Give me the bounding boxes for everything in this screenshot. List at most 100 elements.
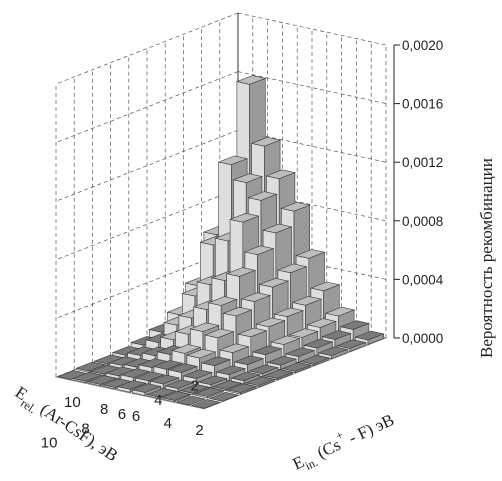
grid-line bbox=[55, 129, 239, 202]
y-tick-label: 8 bbox=[100, 401, 108, 418]
bar-top-face bbox=[237, 327, 268, 338]
grid-line bbox=[237, 12, 387, 46]
bar bbox=[245, 376, 276, 388]
bar-top-face bbox=[303, 338, 334, 349]
bar-top-face bbox=[265, 169, 296, 180]
z-axis-title: Вероятность рекомбинации bbox=[477, 158, 496, 358]
bar bbox=[193, 387, 225, 399]
bar-top-face bbox=[262, 223, 293, 234]
bar-top-face bbox=[108, 356, 139, 366]
bar-top-face bbox=[317, 346, 349, 356]
z-tick-label: 0,0012 bbox=[402, 155, 443, 170]
bar bbox=[190, 399, 221, 409]
y-tick-label: 10 bbox=[64, 394, 81, 411]
x-tick-label: 4 bbox=[154, 392, 162, 409]
bar-top-face bbox=[284, 347, 316, 357]
bar-top-face bbox=[189, 322, 220, 332]
bar-top-face bbox=[208, 391, 240, 402]
bar-top-face bbox=[123, 358, 154, 368]
bar-top-face bbox=[152, 360, 184, 370]
bar-top-face bbox=[273, 307, 304, 318]
bar-top-face bbox=[185, 348, 217, 359]
x-tick-label: 10 bbox=[41, 434, 58, 451]
bar-top-face bbox=[204, 328, 235, 339]
bars bbox=[57, 75, 385, 409]
bar-top-face bbox=[240, 292, 271, 302]
grid-line bbox=[237, 71, 387, 104]
grid-line bbox=[55, 247, 239, 319]
bar bbox=[131, 383, 162, 396]
bar bbox=[299, 355, 331, 367]
bar bbox=[317, 346, 349, 360]
bar bbox=[230, 371, 261, 385]
bar-top-face bbox=[230, 371, 261, 382]
bar-top-face bbox=[291, 296, 323, 306]
bar-top-face bbox=[288, 328, 319, 338]
bar-top-face bbox=[255, 317, 286, 328]
bar-top-face bbox=[295, 249, 326, 259]
bar-top-face bbox=[119, 368, 151, 378]
bar-top-face bbox=[245, 376, 276, 386]
bar-top-face bbox=[160, 391, 192, 401]
bar-top-face bbox=[258, 277, 290, 288]
bar-top-face bbox=[235, 75, 267, 85]
grid-line bbox=[55, 12, 239, 85]
bar-top-face bbox=[182, 369, 213, 379]
bar-top-face bbox=[226, 383, 258, 393]
bar bbox=[354, 330, 385, 345]
bar bbox=[175, 395, 207, 406]
bar-top-face bbox=[149, 374, 180, 385]
bar bbox=[226, 383, 258, 395]
bar-top-face bbox=[263, 369, 294, 379]
bar-top-face bbox=[146, 388, 177, 398]
z-tick-label: 0,0020 bbox=[402, 38, 443, 53]
bar-top-face bbox=[339, 320, 370, 330]
bar-top-face bbox=[215, 365, 246, 376]
y-tick-label: 6 bbox=[132, 408, 140, 425]
bar-top-face bbox=[250, 136, 282, 147]
bar-top-face bbox=[270, 335, 301, 345]
bar-top-face bbox=[336, 339, 367, 349]
bar-top-face bbox=[179, 384, 210, 394]
bar-top-face bbox=[251, 345, 283, 356]
bar-top-face bbox=[354, 330, 385, 341]
bar-top-face bbox=[90, 364, 121, 375]
z-tick-label: 0,0004 bbox=[402, 272, 444, 287]
bar-top-face bbox=[171, 344, 202, 354]
bar-top-face bbox=[200, 356, 232, 367]
bar-top-face bbox=[175, 395, 207, 406]
bar-top-face bbox=[105, 366, 136, 377]
bar-top-face bbox=[111, 346, 143, 356]
z-tick-label: 0,0016 bbox=[402, 97, 443, 112]
bar-top-face bbox=[72, 372, 103, 382]
bar-top-face bbox=[217, 155, 249, 166]
bar-top-face bbox=[222, 306, 253, 317]
grid-line bbox=[55, 71, 239, 143]
grid-line bbox=[237, 188, 387, 222]
x-tick-label: 6 bbox=[118, 406, 126, 423]
grid-line bbox=[237, 129, 387, 163]
bar-top-face bbox=[197, 375, 228, 386]
z-tick-label: 0,0000 bbox=[402, 331, 443, 346]
bar-top-face bbox=[193, 387, 225, 397]
y-tick-label: 4 bbox=[164, 415, 172, 432]
grid-line bbox=[55, 188, 239, 261]
bar-top-face bbox=[126, 346, 158, 356]
bar-top-face bbox=[276, 263, 308, 274]
bar-top-face bbox=[266, 355, 298, 366]
bar-top-face bbox=[247, 191, 278, 201]
bar-top-face bbox=[164, 379, 195, 389]
x-tick-label: 2 bbox=[191, 378, 199, 395]
x-tick-label: 8 bbox=[81, 420, 89, 437]
z-tick-label: 0,0008 bbox=[402, 214, 443, 229]
bar-top-face bbox=[309, 281, 341, 292]
y-axis-title: Ein. (Cs+ - F) эВ bbox=[288, 406, 399, 478]
bar-top-face bbox=[243, 245, 275, 256]
bar-top-face bbox=[281, 362, 312, 372]
bar bbox=[160, 391, 192, 403]
bar-top-face bbox=[207, 296, 238, 306]
bar bbox=[208, 391, 240, 402]
bar-top-face bbox=[280, 201, 311, 212]
y-tick-label: 2 bbox=[195, 422, 203, 439]
